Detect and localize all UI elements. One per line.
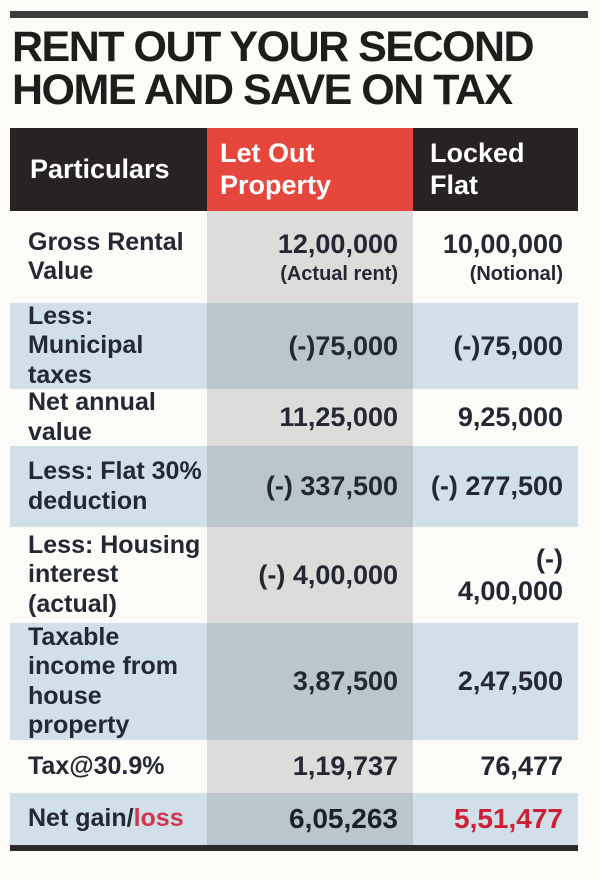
row-label: Less: Flat 30% deduction — [28, 457, 202, 515]
locked-flat-value: 5,51,477 — [454, 803, 563, 835]
locked-flat-value: 2,47,500 — [457, 666, 563, 697]
top-rule — [10, 11, 588, 18]
page-title: RENT OUT YOUR SECOND HOME AND SAVE ON TAX — [12, 26, 592, 112]
locked-flat-value: (-) 4,00,000 — [457, 543, 563, 606]
let-out-note: (Actual rent) — [280, 263, 398, 286]
page-title-line1: RENT OUT YOUR SECOND — [12, 23, 535, 71]
table-row-tax-rate: Tax@30.9% 1,19,737 76,477 — [10, 740, 578, 793]
column-header-locked-flat: Locked Flat — [413, 128, 578, 211]
let-out-value: (-) 4,00,000 — [258, 559, 398, 590]
locked-flat-value: 76,477 — [480, 751, 563, 782]
locked-flat-value: 10,00,000 — [442, 228, 563, 259]
table-row-flat-30-deduction: Less: Flat 30% deduction (-) 337,500 (-)… — [10, 446, 578, 527]
let-out-value: 3,87,500 — [292, 666, 398, 697]
let-out-value: 1,19,737 — [292, 751, 398, 782]
let-out-value: (-) 337,500 — [265, 471, 398, 502]
row-label: Taxable income from house property — [28, 622, 179, 740]
tax-comparison-table: Particulars Let Out Property Locked Flat… — [10, 128, 578, 851]
row-label: Net annual value — [28, 388, 156, 446]
table-body: Gross Rental Value 12,00,000 (Actual ren… — [10, 211, 578, 845]
row-label: Tax@30.9% — [28, 751, 165, 780]
bottom-rule — [10, 845, 578, 851]
locked-flat-value: (-)75,000 — [453, 330, 563, 361]
let-out-value: (-)75,000 — [288, 330, 398, 361]
locked-flat-value: (-) 277,500 — [430, 471, 563, 502]
row-label: Gross Rental Value — [28, 227, 184, 286]
net-gain-label: Net gain/ — [28, 804, 134, 833]
page-title-line2: HOME AND SAVE ON TAX — [12, 66, 513, 114]
let-out-value: 6,05,263 — [289, 803, 398, 835]
row-label: Less: Housing interest (actual) — [28, 530, 201, 618]
table-row-taxable-income: Taxable income from house property 3,87,… — [10, 623, 578, 740]
table-header-row: Particulars Let Out Property Locked Flat — [10, 128, 578, 211]
table-row-net-gain-loss: Net gain/loss 6,05,263 5,51,477 — [10, 793, 578, 845]
let-out-value: 12,00,000 — [277, 228, 398, 259]
let-out-value: 11,25,000 — [279, 402, 398, 433]
column-header-particulars: Particulars — [10, 128, 207, 211]
locked-flat-value: 9,25,000 — [457, 402, 563, 433]
loss-label: loss — [133, 804, 184, 833]
table-row-net-annual-value: Net annual value 11,25,000 9,25,000 — [10, 388, 578, 446]
table-row-gross-rental-value: Gross Rental Value 12,00,000 (Actual ren… — [10, 211, 578, 303]
table-row-municipal-taxes: Less: Municipal taxes (-)75,000 (-)75,00… — [10, 301, 578, 389]
column-header-let-out-property: Let Out Property — [207, 128, 413, 211]
row-label: Less: Municipal taxes — [28, 301, 144, 389]
locked-flat-note: (Notional) — [469, 263, 563, 286]
table-row-housing-interest: Less: Housing interest (actual) (-) 4,00… — [10, 527, 578, 623]
row-label: Net gain/loss — [28, 804, 184, 834]
